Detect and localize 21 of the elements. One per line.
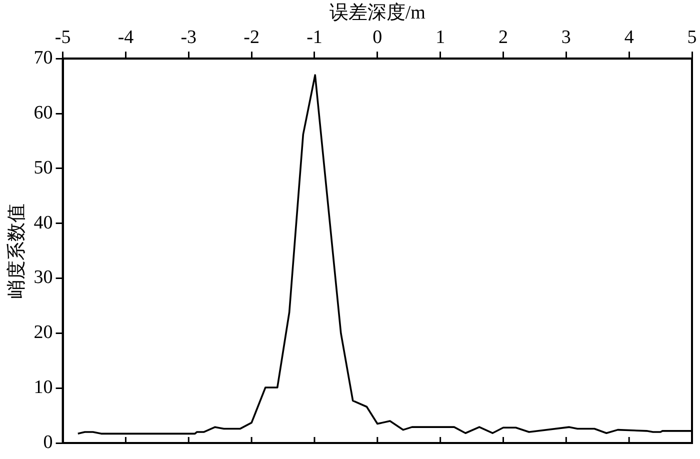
y-tick-label: 40: [34, 212, 53, 234]
x-tick-label: -4: [118, 27, 134, 48]
y-tick-label: 70: [34, 48, 53, 69]
x-tick-label: -2: [244, 27, 260, 48]
x-tick-label: -3: [180, 27, 197, 48]
y-tick-label: 0: [43, 432, 53, 453]
x-tick-label: 3: [561, 27, 571, 48]
y-tick-label: 50: [34, 157, 53, 178]
x-tick-label: 1: [436, 27, 446, 48]
y-axis-title: 峭度系数值: [5, 203, 28, 298]
x-tick-label: 0: [372, 27, 382, 48]
x-tick-label: 4: [624, 27, 634, 48]
x-tick-label: 2: [498, 27, 508, 48]
x-tick-label: -5: [54, 27, 71, 48]
y-tick-label: 30: [34, 267, 53, 288]
x-tick-label: 5: [687, 27, 697, 48]
y-tick-label: 10: [34, 377, 53, 398]
y-tick-label: 60: [34, 102, 53, 124]
y-tick-label: 20: [34, 322, 53, 344]
x-tick-label: -1: [306, 27, 322, 48]
x-axis-title: 误差深度/m: [329, 1, 426, 24]
